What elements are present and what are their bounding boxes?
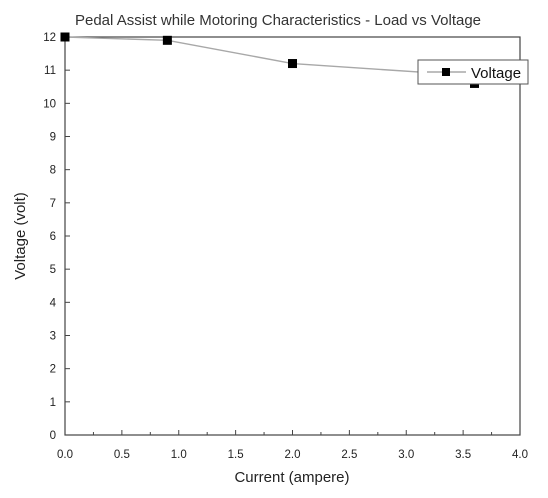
legend-marker [442, 68, 450, 76]
x-axis-label: Current (ampere) [234, 469, 349, 486]
x-tick-label: 4.0 [512, 449, 528, 461]
voltage-data-point [288, 59, 297, 69]
y-tick-label: 5 [50, 264, 56, 276]
legend-label-voltage: Voltage [471, 65, 521, 82]
x-axis-ticks: 0.0 0.5 1.0 1.5 2.0 2.5 3.0 3.5 4.0 [57, 430, 528, 461]
y-tick-label: 6 [50, 231, 56, 243]
x-tick-label: 1.5 [228, 449, 244, 461]
legend: Voltage [417, 59, 529, 85]
y-tick-label: 2 [50, 364, 56, 376]
x-tick-label: 2.0 [285, 449, 301, 461]
y-tick-label: 1 [50, 397, 56, 409]
x-tick-label: 3.5 [455, 449, 471, 461]
y-axis-label: Voltage (volt) [12, 192, 29, 280]
y-tick-label: 11 [44, 65, 56, 77]
y-tick-label: 4 [50, 297, 57, 309]
x-tick-label: 0.5 [114, 449, 130, 461]
y-tick-label: 10 [43, 98, 56, 110]
plot-frame [64, 36, 521, 436]
voltage-data-point [60, 32, 70, 42]
y-tick-label: 3 [50, 331, 56, 343]
x-tick-label: 3.0 [398, 449, 414, 461]
chart-title: Pedal Assist while Motoring Characterist… [75, 12, 481, 29]
x-tick-label: 2.5 [341, 449, 357, 461]
y-tick-label: 0 [50, 430, 56, 442]
voltage-series-line [64, 36, 475, 85]
voltage-data-point [162, 35, 172, 45]
y-tick-label: 7 [50, 198, 56, 210]
y-tick-label: 8 [50, 165, 56, 177]
x-tick-label: 1.0 [171, 449, 187, 461]
y-tick-label: 12 [43, 32, 56, 44]
x-tick-label: 0.0 [57, 449, 73, 461]
y-tick-label: 9 [50, 132, 56, 144]
voltage-series-points [60, 32, 479, 88]
